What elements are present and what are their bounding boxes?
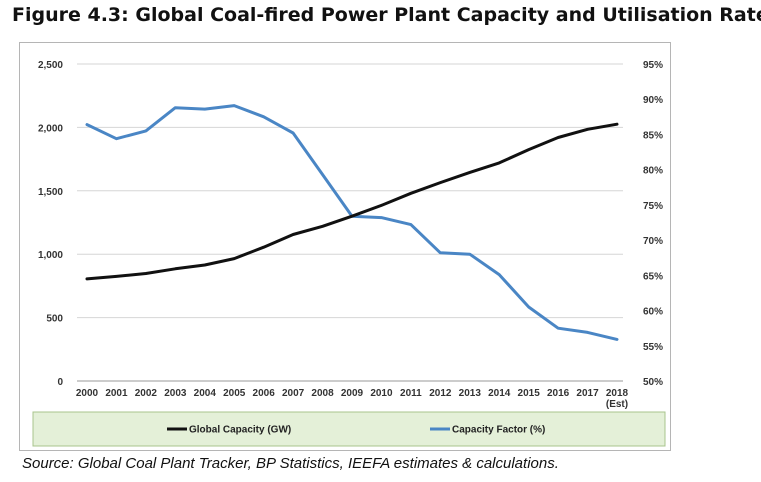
data-point xyxy=(174,106,177,109)
right-axis-ticks: 50% 55% 60% 65% 70% 75% 80% 85% 90% 95% xyxy=(643,60,663,388)
data-point xyxy=(586,331,589,334)
data-point xyxy=(468,253,471,256)
right-tick-label: 90% xyxy=(643,95,663,106)
x-tick-label: 2010 xyxy=(370,388,393,399)
data-point xyxy=(233,257,236,260)
x-tick-label: 2008 xyxy=(311,388,334,399)
data-point xyxy=(380,216,383,219)
x-tick-label: 2011 xyxy=(400,388,422,399)
x-tick-label: 2004 xyxy=(194,388,217,399)
x-tick-label: 2001 xyxy=(105,388,128,399)
x-tick-sublabel: (Est) xyxy=(606,399,628,410)
data-point xyxy=(203,107,206,111)
data-point xyxy=(115,275,118,278)
data-point xyxy=(262,246,265,249)
legend: Global Capacity (GW) Capacity Factor (%) xyxy=(32,411,666,447)
chart-frame: 0 500 1,000 1,500 2,000 2,500 50% 55% 60% 65% 70%… xyxy=(19,42,671,451)
right-tick-label: 60% xyxy=(643,307,663,318)
data-point xyxy=(556,136,560,139)
right-tick-label: 70% xyxy=(643,236,663,247)
x-tick-label: 2002 xyxy=(135,388,158,399)
data-point xyxy=(291,233,295,236)
data-point xyxy=(321,225,324,228)
x-tick-label: 2000 xyxy=(76,388,99,399)
chart: 0 500 1,000 1,500 2,000 2,500 50% 55% 60% 65% 70%… xyxy=(32,60,666,447)
x-tick-label: 2017 xyxy=(576,388,599,399)
data-point xyxy=(85,123,89,126)
left-tick-label: 500 xyxy=(46,314,63,325)
x-tick-label: 2003 xyxy=(164,388,187,399)
left-tick-label: 0 xyxy=(57,377,63,388)
left-tick-label: 2,000 xyxy=(38,123,63,134)
x-tick-label: 2007 xyxy=(282,388,305,399)
x-tick-label: 2016 xyxy=(547,388,570,399)
data-point xyxy=(439,251,442,254)
right-tick-label: 65% xyxy=(643,271,663,282)
left-tick-label: 1,500 xyxy=(38,187,63,198)
legend-label: Capacity Factor (%) xyxy=(452,425,545,436)
series-line-global-capacity xyxy=(85,122,619,281)
series-layer xyxy=(85,104,619,341)
data-point xyxy=(144,129,148,133)
data-point xyxy=(203,263,206,267)
data-point xyxy=(586,128,589,131)
right-tick-label: 75% xyxy=(643,201,663,212)
right-tick-label: 80% xyxy=(643,166,663,177)
x-tick-label: 2005 xyxy=(223,388,246,399)
right-tick-label: 85% xyxy=(643,130,663,141)
x-tick-label: 2006 xyxy=(253,388,276,399)
data-point xyxy=(115,137,118,140)
data-point xyxy=(262,115,265,119)
data-point xyxy=(615,338,619,341)
figure-title: Figure 4.3: Global Coal-fired Power Plan… xyxy=(12,4,761,26)
series-line-capacity-factor xyxy=(85,104,619,341)
data-point xyxy=(409,192,413,195)
gridlines xyxy=(77,63,623,382)
right-tick-label: 95% xyxy=(643,60,663,71)
data-point xyxy=(439,181,442,184)
left-tick-label: 1,000 xyxy=(38,250,63,261)
data-point xyxy=(174,267,177,270)
data-point xyxy=(291,131,295,135)
x-axis-ticks: 2000 2001 2002 2003 2004 2005 2006 2007 2008 2009… xyxy=(76,388,629,410)
legend-box xyxy=(32,411,666,447)
x-tick-label: 2018 xyxy=(606,388,629,399)
right-tick-label: 50% xyxy=(643,377,663,388)
x-tick-label: 2013 xyxy=(459,388,482,399)
x-tick-label: 2015 xyxy=(518,388,541,399)
data-point xyxy=(321,173,324,176)
data-point xyxy=(233,104,236,107)
x-tick-label: 2014 xyxy=(488,388,511,399)
right-tick-label: 55% xyxy=(643,342,663,353)
data-point xyxy=(409,223,413,226)
data-point xyxy=(350,214,354,218)
data-point xyxy=(144,272,148,275)
left-axis-ticks: 0 500 1,000 1,500 2,000 2,500 xyxy=(38,60,63,388)
data-point xyxy=(498,273,501,276)
source-note: Source: Global Coal Plant Tracker, BP St… xyxy=(22,455,559,472)
x-tick-label: 2009 xyxy=(341,388,364,399)
data-point xyxy=(615,123,619,126)
data-point xyxy=(498,161,501,165)
legend-label: Global Capacity (GW) xyxy=(189,425,291,436)
data-point xyxy=(85,277,89,281)
x-tick-label: 2012 xyxy=(429,388,452,399)
data-point xyxy=(468,171,471,174)
left-tick-label: 2,500 xyxy=(38,60,63,71)
data-point xyxy=(527,148,530,151)
data-point xyxy=(527,305,530,309)
data-point xyxy=(380,204,383,207)
data-point xyxy=(556,326,560,330)
